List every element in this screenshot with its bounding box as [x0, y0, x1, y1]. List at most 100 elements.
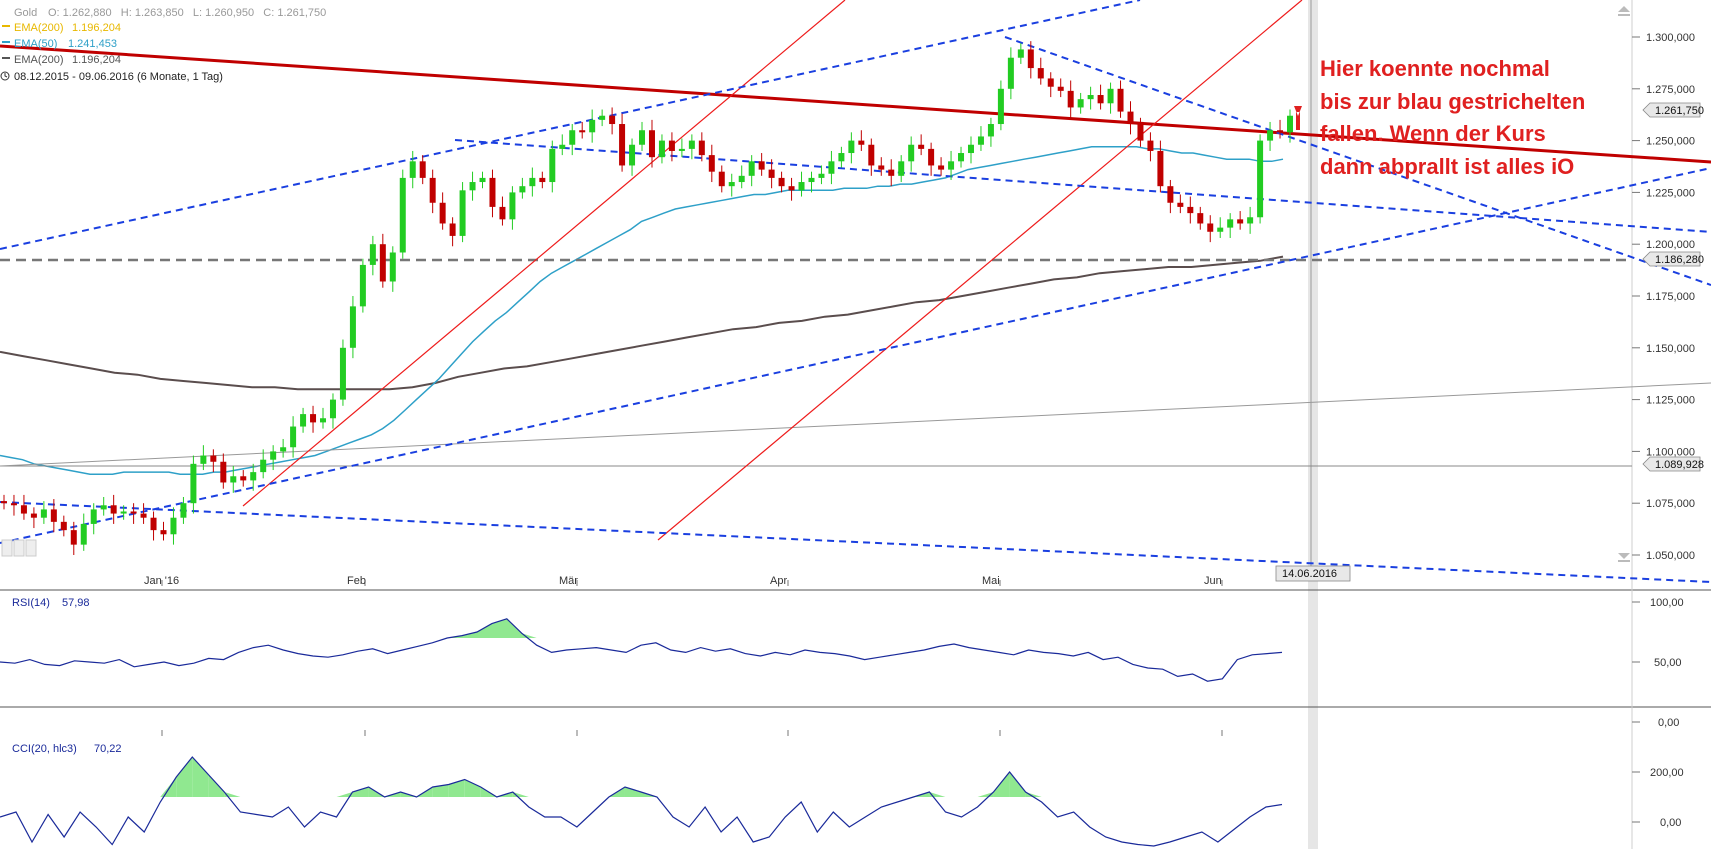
cci-fill-segment [224, 792, 241, 797]
candle-body [140, 513, 147, 518]
legend-ema50-value: 1.241,453 [68, 38, 117, 50]
candle-body [1227, 219, 1234, 228]
cursor-date: 14.06.2016 [1282, 568, 1337, 580]
scroll-up-icon[interactable] [1618, 6, 1630, 12]
candle-body [280, 447, 287, 452]
candle-body [310, 414, 317, 423]
candle-body [120, 511, 127, 514]
month-label: Mai [982, 575, 1000, 587]
price-axis: 1.300,000 1.275,000 1.250,000 1.225,000 1.20… [1632, 32, 1695, 562]
date-range: 08.12.2015 - 09.06.2016 (6 Monate, 1 Tag… [14, 71, 223, 83]
candle-body [639, 130, 646, 145]
candle-body [629, 144, 636, 166]
candle-body [798, 182, 805, 191]
candle-body [579, 130, 586, 133]
price-tick-label: 1.100,000 [1646, 446, 1695, 458]
candle-body [130, 511, 137, 514]
candle-body [1027, 49, 1034, 69]
candle-body [928, 148, 935, 166]
cursor-column [1308, 0, 1318, 849]
candle-body [110, 505, 117, 514]
candle-body [808, 177, 815, 183]
candle-body [838, 153, 845, 162]
month-label: Apr [770, 575, 787, 587]
candle-body [250, 472, 257, 481]
candle-body [349, 306, 356, 348]
candle-body [230, 476, 237, 483]
candle-body [1037, 68, 1044, 79]
candle-body [1287, 115, 1293, 133]
candle-body [50, 509, 57, 522]
month-gridlines [161, 580, 1223, 736]
cci-fill-segment [176, 757, 193, 797]
candle-body [788, 186, 795, 191]
annotation-line-1: Hier koennte nochmal [1320, 56, 1550, 81]
candle-body [100, 505, 107, 510]
candle-body [888, 169, 895, 176]
candle-body [320, 418, 327, 423]
legend-ema200b-value: 1.196,204 [72, 54, 121, 66]
candle-body [678, 148, 685, 151]
candle-body [958, 153, 965, 162]
candle-body [768, 169, 775, 178]
annotation-note: Hier koennte nochmal bis zur blau gestri… [1320, 56, 1585, 179]
candle-body [339, 347, 346, 400]
candle-body [1057, 86, 1064, 91]
candle-body [90, 509, 97, 524]
nav-buttons[interactable] [1, 539, 37, 557]
price-tick-label: 1.225,000 [1646, 187, 1695, 199]
candle-body [1137, 124, 1144, 141]
candle-body [519, 186, 526, 193]
cci-fill-segment [208, 774, 225, 797]
price-tick-label: 1.125,000 [1646, 395, 1695, 407]
cci-fill-segment [1025, 792, 1042, 797]
candle-body [878, 165, 885, 170]
cci-fill-segment [929, 792, 946, 797]
candle-body [828, 161, 835, 174]
cci-fill-segment [432, 784, 449, 797]
candle-body [1077, 99, 1084, 108]
candle-body [389, 252, 396, 282]
month-label: Mär [559, 575, 578, 587]
candle-body [868, 144, 875, 166]
candle-body [469, 182, 476, 191]
cci-label: CCI(20, hlc3) [12, 743, 77, 755]
candle-body [1197, 213, 1204, 224]
candle-body [848, 140, 855, 154]
cci-line [0, 756, 1283, 847]
candle-body [489, 177, 496, 207]
ema200-line [0, 255, 1284, 391]
candle-body [1107, 88, 1114, 104]
cci-value: 70,22 [94, 743, 122, 755]
candlestick-series [1, 41, 1293, 555]
candle-body [758, 161, 765, 170]
blue-down-trend [1004, 36, 1711, 286]
candle-body [708, 155, 715, 172]
candle-body [1177, 202, 1184, 207]
candle-body [40, 509, 47, 518]
candle-body [728, 182, 735, 187]
candle-body [1097, 95, 1104, 104]
candle-body [170, 517, 177, 535]
candle-body [399, 177, 406, 253]
symbol-label: Gold [14, 7, 37, 19]
red-channel-line-1 [242, 0, 846, 507]
candle-body [180, 503, 187, 518]
month-label: Jun [1204, 575, 1222, 587]
candle-body [778, 177, 785, 187]
candle-body [908, 144, 915, 162]
rsi-tick-0: 0,00 [1658, 717, 1679, 729]
candle-body [609, 115, 616, 125]
candle-body [1017, 49, 1024, 58]
candle-body [688, 140, 695, 149]
candle-body [977, 136, 984, 145]
price-tick-label: 1.250,000 [1646, 136, 1695, 148]
scroll-down-icon[interactable] [1618, 553, 1630, 559]
candle-body [938, 165, 945, 170]
candle-body [529, 177, 536, 187]
candle-body [997, 88, 1004, 125]
cci-fill-segment [160, 777, 177, 797]
price-tick-label: 1.300,000 [1646, 32, 1695, 44]
cci-fill-segment [464, 779, 481, 797]
candle-body [329, 399, 336, 419]
